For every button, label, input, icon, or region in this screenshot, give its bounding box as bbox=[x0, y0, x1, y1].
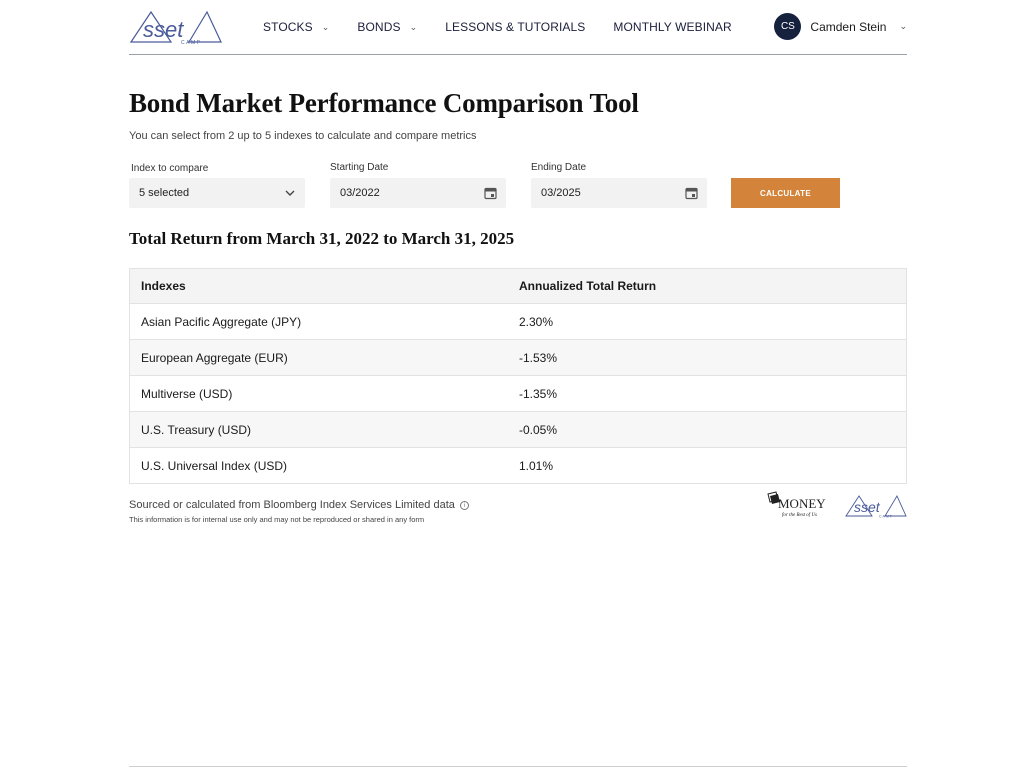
info-icon[interactable]: i bbox=[459, 500, 469, 510]
chevron-down-icon[interactable]: ⌄ bbox=[899, 21, 907, 31]
top-header: sset CAMP STOCKS ⌄ BONDS ⌄ LESSONS & TUT… bbox=[129, 0, 907, 55]
table-row: Asian Pacific Aggregate (JPY) 2.30% bbox=[130, 303, 906, 339]
svg-text:MONEY: MONEY bbox=[778, 496, 826, 511]
user-menu[interactable]: CS Camden Stein ⌄ bbox=[774, 13, 907, 40]
end-date-input[interactable]: 03/2025 bbox=[531, 178, 707, 208]
nav-lessons[interactable]: LESSONS & TUTORIALS bbox=[445, 20, 585, 34]
asset-camp-partner-logo: sset CAMP bbox=[845, 495, 907, 519]
nav-stocks[interactable]: STOCKS ⌄ bbox=[263, 20, 329, 34]
chevron-down-icon: ⌄ bbox=[321, 21, 330, 32]
nav-bonds-label: BONDS bbox=[357, 20, 401, 34]
money-logo: MONEY for the Rest of Us bbox=[767, 491, 826, 518]
calendar-icon[interactable] bbox=[484, 186, 497, 200]
start-date-input[interactable]: 03/2022 bbox=[330, 178, 506, 208]
footer-divider bbox=[129, 766, 907, 767]
column-header-return: Annualized Total Return bbox=[519, 279, 657, 293]
svg-text:sset: sset bbox=[143, 17, 184, 42]
source-text: Sourced or calculated from Bloomberg Ind… bbox=[129, 499, 455, 511]
svg-text:sset: sset bbox=[854, 499, 881, 515]
avatar[interactable]: CS bbox=[774, 13, 802, 40]
nav-stocks-label: STOCKS bbox=[263, 20, 313, 34]
index-return: -1.53% bbox=[519, 350, 558, 365]
end-date-value: 03/2025 bbox=[541, 187, 581, 199]
table-row: European Aggregate (EUR) -1.53% bbox=[130, 339, 906, 375]
table-header-row: Indexes Annualized Total Return bbox=[130, 269, 906, 303]
nav-webinar[interactable]: MONTHLY WEBINAR bbox=[613, 20, 731, 34]
chevron-down-icon: ⌄ bbox=[409, 21, 418, 32]
index-select[interactable]: 5 selected bbox=[129, 178, 305, 208]
index-name: U.S. Treasury (USD) bbox=[141, 422, 252, 437]
end-date-label: Ending Date bbox=[531, 162, 587, 173]
calendar-icon[interactable] bbox=[685, 186, 698, 200]
index-return: -0.05% bbox=[519, 422, 558, 437]
index-name: Asian Pacific Aggregate (JPY) bbox=[141, 314, 302, 329]
index-label: Index to compare bbox=[131, 163, 209, 174]
nav-bonds[interactable]: BONDS ⌄ bbox=[357, 20, 417, 34]
start-date-label: Starting Date bbox=[330, 162, 389, 173]
index-return: 1.01% bbox=[519, 458, 554, 473]
asset-camp-logo[interactable]: sset CAMP bbox=[129, 9, 223, 45]
main-nav: STOCKS ⌄ BONDS ⌄ LESSONS & TUTORIALS MON… bbox=[263, 20, 760, 34]
index-return: -1.35% bbox=[519, 386, 558, 401]
index-name: U.S. Universal Index (USD) bbox=[141, 458, 288, 473]
index-name: European Aggregate (EUR) bbox=[141, 350, 288, 365]
calculate-button[interactable]: CALCULATE bbox=[731, 178, 840, 208]
index-return: 2.30% bbox=[519, 314, 554, 329]
disclaimer-text: This information is for internal use onl… bbox=[129, 515, 425, 524]
nav-lessons-label: LESSONS & TUTORIALS bbox=[445, 20, 586, 34]
nav-webinar-label: MONTHLY WEBINAR bbox=[613, 20, 732, 34]
svg-text:for the Rest of Us: for the Rest of Us bbox=[782, 513, 817, 518]
svg-text:CAMP: CAMP bbox=[879, 515, 893, 519]
table-row: U.S. Universal Index (USD) 1.01% bbox=[130, 447, 906, 483]
chevron-down-icon bbox=[285, 190, 295, 196]
column-header-indexes: Indexes bbox=[141, 279, 186, 293]
user-name[interactable]: Camden Stein bbox=[810, 19, 887, 34]
start-date-value: 03/2022 bbox=[340, 187, 380, 199]
results-title: Total Return from March 31, 2022 to Marc… bbox=[129, 229, 515, 248]
source-note: Sourced or calculated from Bloomberg Ind… bbox=[129, 499, 469, 511]
table-row: Multiverse (USD) -1.35% bbox=[130, 375, 906, 411]
index-select-value: 5 selected bbox=[139, 187, 190, 199]
results-table: Indexes Annualized Total Return Asian Pa… bbox=[129, 268, 907, 484]
svg-text:CAMP: CAMP bbox=[181, 40, 201, 45]
table-row: U.S. Treasury (USD) -0.05% bbox=[130, 411, 906, 447]
index-name: Multiverse (USD) bbox=[141, 386, 233, 401]
page-subtitle: You can select from 2 up to 5 indexes to… bbox=[129, 130, 477, 142]
page-title: Bond Market Performance Comparison Tool bbox=[129, 88, 639, 118]
